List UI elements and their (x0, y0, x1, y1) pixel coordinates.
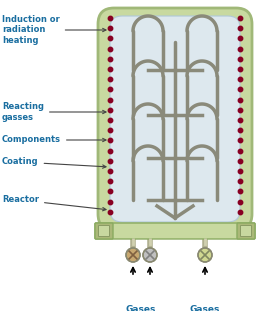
Text: Reacting
gasses: Reacting gasses (2, 102, 106, 122)
Circle shape (143, 248, 157, 262)
Text: Gases
out: Gases out (190, 305, 220, 311)
Text: Gases
in: Gases in (126, 305, 156, 311)
FancyBboxPatch shape (95, 223, 113, 239)
FancyBboxPatch shape (241, 225, 252, 236)
FancyBboxPatch shape (98, 225, 110, 236)
FancyBboxPatch shape (98, 8, 252, 230)
Text: Components: Components (2, 136, 106, 145)
Circle shape (198, 248, 212, 262)
FancyBboxPatch shape (110, 16, 240, 222)
FancyBboxPatch shape (237, 223, 255, 239)
Text: Induction or
radiation
heating: Induction or radiation heating (2, 15, 106, 45)
Circle shape (126, 248, 140, 262)
Text: Coating: Coating (2, 157, 106, 168)
FancyBboxPatch shape (95, 223, 255, 239)
Text: Reactor: Reactor (2, 196, 106, 211)
